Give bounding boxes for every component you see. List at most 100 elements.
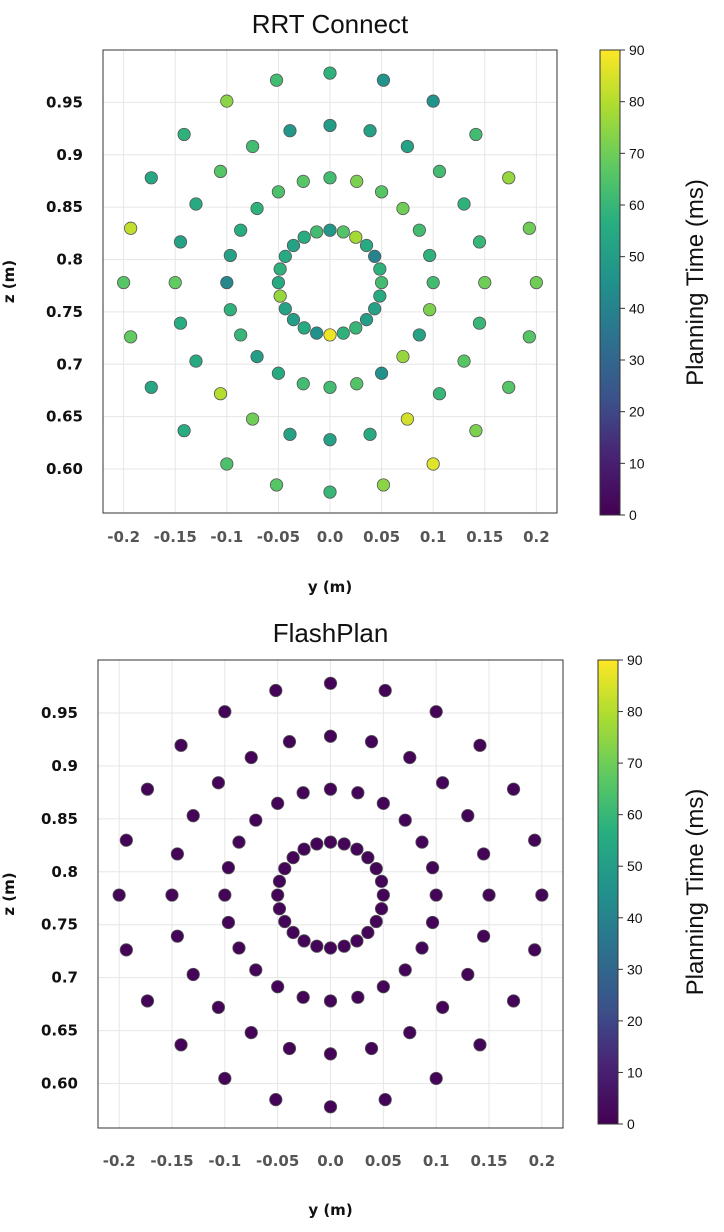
data-point [350,934,364,948]
data-point [323,66,337,80]
data-point [173,235,188,249]
x-tick-label: 0.15 [471,1152,508,1170]
data-point [376,796,390,810]
data-point [473,738,487,752]
data-point [368,302,382,316]
data-point [213,387,228,401]
data-point [323,433,337,447]
data-point [522,221,536,235]
data-point [415,941,429,955]
data-point [374,902,389,916]
data-point [368,249,382,263]
data-point [323,380,337,394]
data-point [282,735,297,749]
colorbar-tick-label: 0 [627,1116,635,1132]
x-tick-label: 0.2 [529,1152,556,1170]
data-point [457,354,471,368]
data-point [271,980,285,994]
data-point [310,939,324,953]
data-point [361,925,375,940]
data-point [469,424,483,438]
data-point [429,705,443,719]
data-point [177,424,191,438]
colorbar-tick-label: 50 [629,249,645,265]
data-point [140,782,155,796]
data-point [363,427,377,441]
data-point [296,990,310,1004]
data-point [376,888,390,902]
data-point [273,262,287,276]
data-point [502,380,516,394]
data-point [361,851,375,865]
data-point [189,197,203,211]
data-point [469,127,483,142]
axes-frame [102,49,558,514]
data-point [286,851,300,865]
data-point [124,221,138,235]
data-point [119,943,133,957]
data-point [283,427,297,441]
y-tick-label: 0.60 [46,460,83,478]
y-tick-label: 0.95 [46,93,83,111]
data-point [271,796,285,810]
data-point [170,847,184,861]
data-point [273,289,287,303]
data-point [323,118,337,133]
data-point [271,275,286,290]
data-point [398,963,412,977]
data-point [177,127,191,142]
data-point [246,412,260,426]
data-point [478,275,492,290]
data-point [425,915,440,930]
data-point [429,1071,443,1086]
y-tick-label: 0.95 [41,704,78,722]
data-point [415,835,429,849]
data-point [349,230,363,244]
data-point [426,275,440,290]
y-tick-label: 0.7 [51,969,78,987]
colorbar-tick-label: 10 [627,1064,643,1080]
x-tick-label: -0.1 [208,1152,241,1170]
data-point [403,1026,417,1040]
data-point [522,330,536,344]
colorbar-tick-label: 70 [627,755,643,771]
data-point [282,1041,297,1056]
data-point [271,185,286,199]
data-point [186,967,200,982]
data-point [400,412,414,426]
data-point [461,967,475,982]
colorbar-tick-label: 50 [627,858,643,874]
y-tick-label: 0.65 [41,1022,78,1040]
data-point [271,888,285,902]
data-point [350,174,364,188]
data-point [283,124,297,138]
data-point [232,941,246,955]
data-point [112,888,126,902]
data-point [426,94,440,108]
colorbar-tick-label: 40 [629,300,645,316]
data-point [278,249,292,263]
data-point [189,354,203,368]
data-point [461,809,475,823]
data-point [364,1041,379,1056]
data-point [278,914,292,929]
x-tick-label: 0.0 [317,528,344,546]
x-axis-label: y (m) [308,1201,352,1219]
data-point [374,275,389,290]
data-point [286,238,301,253]
data-point [502,171,516,185]
data-point [286,313,301,327]
data-point [376,980,390,994]
colorbar-tick-label: 60 [627,807,643,823]
data-point [250,201,264,216]
x-tick-label: 0.1 [423,1152,450,1170]
data-point [423,248,437,263]
data-point [398,813,412,827]
data-point [323,994,338,1008]
data-point [373,262,387,276]
data-point [119,833,133,847]
data-point [435,776,450,790]
colorbar-tick-label: 0 [629,507,637,523]
data-point [429,888,443,902]
axes-frame [97,659,564,1129]
